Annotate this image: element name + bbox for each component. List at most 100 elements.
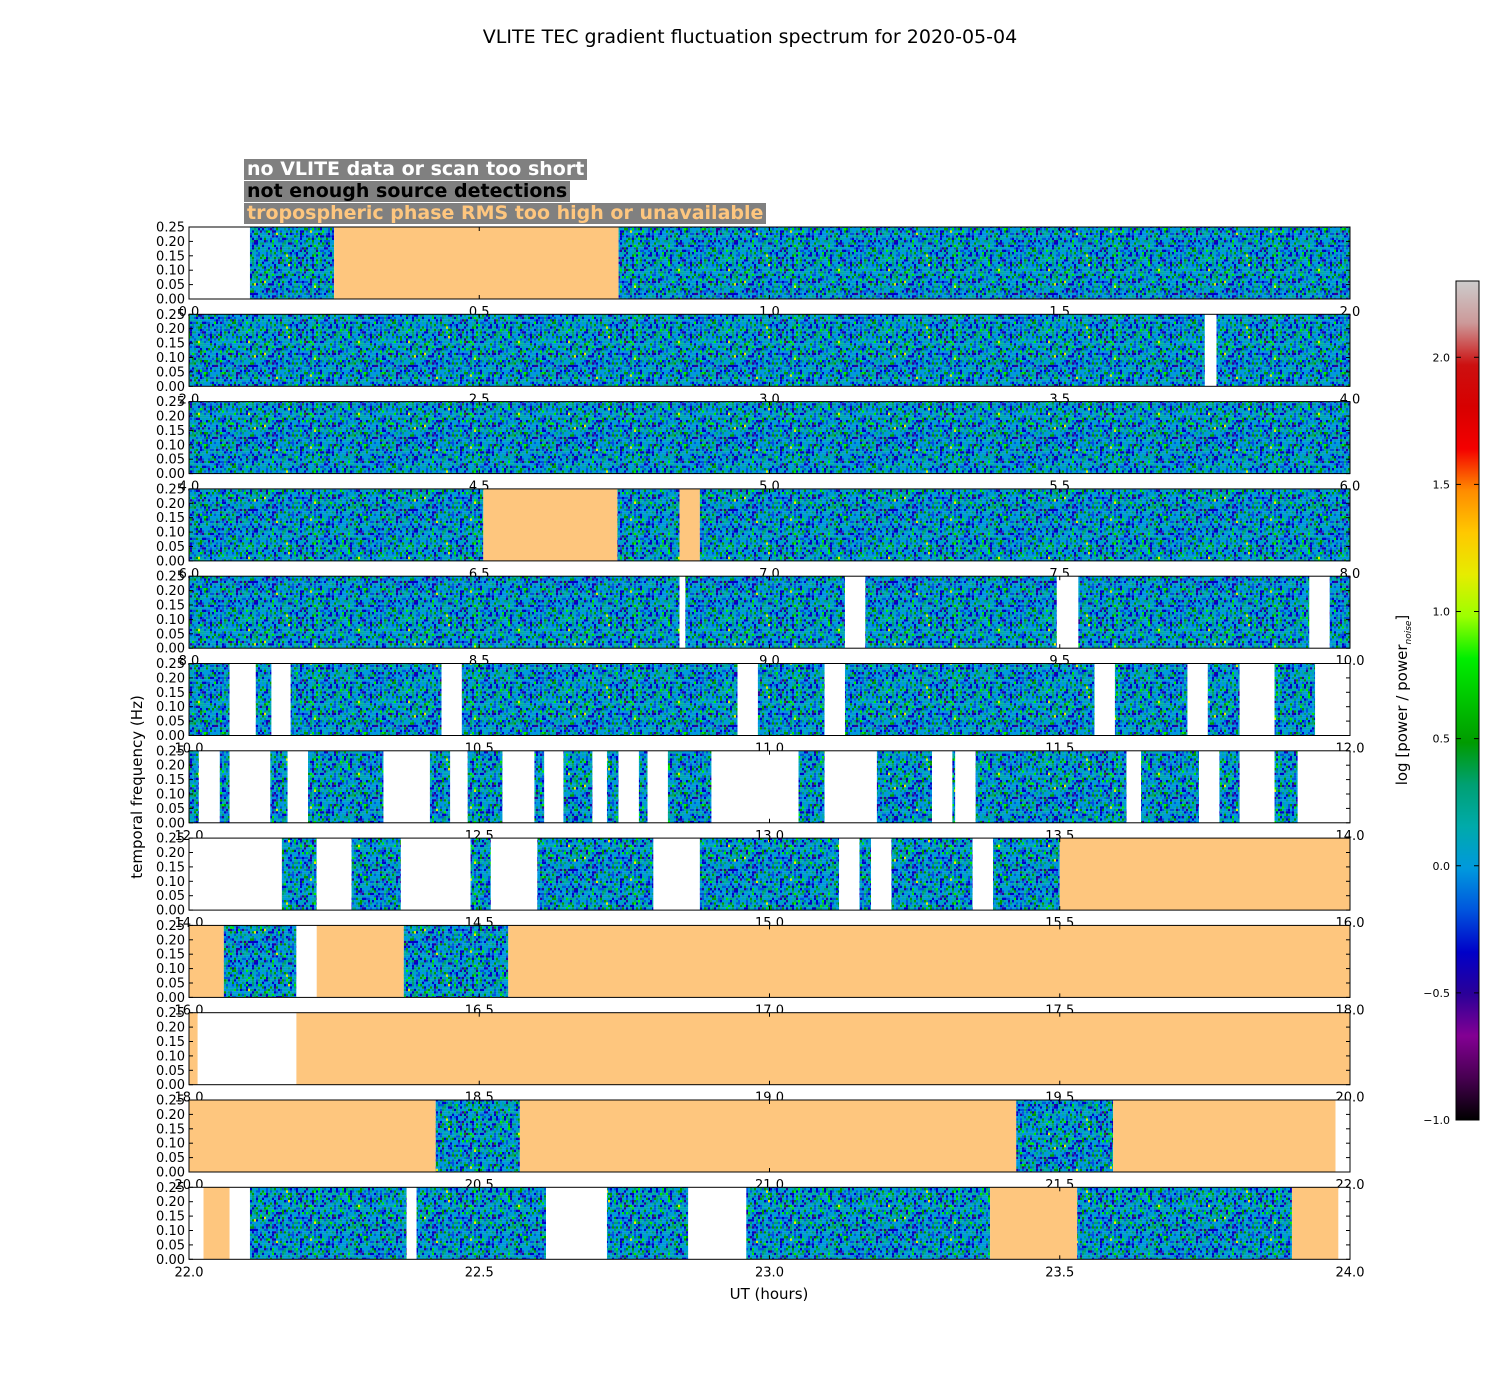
y-tick-label: 0.00: [156, 380, 185, 395]
segment-nodata: [688, 1187, 747, 1260]
legend-detections: not enough source detections: [244, 181, 571, 202]
segment-nodata: [1297, 750, 1350, 823]
y-tick-label: 0.25: [156, 1094, 185, 1109]
y-tick-label: 0.05: [156, 977, 185, 992]
y-tick-label: 0.10: [156, 700, 185, 715]
segment-nodata: [296, 925, 317, 998]
y-tick-label: 0.20: [156, 671, 185, 686]
segment-data: [865, 576, 1057, 649]
segment-data: [667, 750, 712, 823]
y-tick-label: 0.25: [156, 570, 185, 585]
segment-nodata: [679, 576, 686, 649]
y-tick-label: 0.00: [156, 904, 185, 919]
segment-data: [992, 838, 1060, 911]
segment-data: [563, 750, 593, 823]
segment-nodata: [839, 838, 860, 911]
segment-data: [223, 925, 297, 998]
segment-nodata: [871, 838, 892, 911]
segment-nodata: [1126, 750, 1142, 823]
y-tick-label: 0.20: [156, 1108, 185, 1123]
segment-data: [249, 1187, 407, 1260]
y-tick-label: 0.10: [156, 962, 185, 977]
segment-data: [189, 401, 1350, 474]
segment-nodata: [316, 838, 352, 911]
y-tick-label: 0.05: [156, 1238, 185, 1253]
segment-nodata: [544, 750, 564, 823]
y-tick-label: 0.15: [156, 1035, 185, 1050]
segment-data: [699, 488, 1350, 561]
segment-data: [189, 314, 1205, 387]
segment-trop: [189, 1012, 198, 1085]
segment-data: [1274, 663, 1316, 736]
segment-data: [416, 1187, 547, 1260]
segment-data: [975, 750, 1127, 823]
y-tick-label: 0.05: [156, 627, 185, 642]
segment-nodata: [406, 1187, 417, 1260]
panel-4: 0.000.050.100.150.200.258.0 8.5 9.0 9.5 10.0: [156, 570, 1364, 670]
segment-nodata: [287, 750, 308, 823]
segment-nodata: [1239, 750, 1275, 823]
segment-data: [699, 838, 840, 911]
segment-nodata: [653, 838, 700, 911]
segment-nodata: [229, 663, 256, 736]
segment-nodata: [197, 1012, 297, 1085]
segment-data: [255, 663, 272, 736]
segment-data: [1016, 1100, 1114, 1172]
segment-nodata: [618, 750, 639, 823]
y-tick-label: 0.15: [156, 860, 185, 875]
y-tick-label: 0.10: [156, 613, 185, 628]
x-tick-label: 22.0: [175, 1265, 204, 1280]
y-tick-label: 0.20: [156, 933, 185, 948]
y-tick-label: 0.00: [156, 1253, 185, 1268]
y-tick-label: 0.10: [156, 264, 185, 279]
y-tick-label: 0.00: [156, 729, 185, 744]
segment-data: [470, 838, 491, 911]
segment-nodata: [737, 663, 758, 736]
y-tick-label: 0.15: [156, 599, 185, 614]
segment-data: [685, 576, 845, 649]
segment-data: [891, 838, 973, 911]
y-tick-label: 0.20: [156, 759, 185, 774]
segment-nodata: [1309, 576, 1330, 649]
y-tick-label: 0.15: [156, 1210, 185, 1225]
y-tick-label: 0.15: [156, 948, 185, 963]
segment-nodata: [271, 663, 291, 736]
panels: 0.000.050.100.150.200.250.0 0.5 1.0 1.5 2.00…: [156, 221, 1364, 1281]
segment-data: [537, 838, 654, 911]
segment-trop: [296, 1012, 1350, 1085]
segment-trop: [1059, 838, 1350, 911]
segment-trop: [990, 1187, 1078, 1260]
segment-trop: [679, 488, 700, 561]
segment-data: [249, 227, 335, 299]
y-tick-label: 0.25: [156, 832, 185, 847]
y-tick-label: 0.20: [156, 846, 185, 861]
segment-nodata: [1056, 576, 1079, 649]
segment-nodata: [711, 750, 799, 823]
segment-data: [189, 488, 484, 561]
segment-nodata: [450, 750, 468, 823]
segment-data: [1114, 663, 1188, 736]
segment-nodata: [1239, 663, 1275, 736]
y-tick-label: 0.20: [156, 1021, 185, 1036]
segment-data: [876, 750, 933, 823]
y-tick-label: 0.20: [156, 497, 185, 512]
colorbar: −1.0 −0.5 0.0 0.5 1.0 1.5 2.0 log [power / pow…: [1393, 280, 1480, 1127]
y-tick-label: 0.05: [156, 715, 185, 730]
segment-nodata: [844, 576, 866, 649]
segment-trop: [334, 227, 619, 299]
segment-data: [1141, 750, 1200, 823]
colorbar-tick-label: 2.0: [1433, 351, 1451, 364]
y-tick-label: 0.15: [156, 511, 185, 526]
y-tick-label: 0.15: [156, 424, 185, 439]
panel-11: 0.000.050.100.150.200.25 22.0 22.5 23.0 23.5…: [156, 1181, 1364, 1281]
colorbar-tick-label: 0.5: [1433, 733, 1451, 746]
chart-title: VLITE TEC gradient fluctuation spectrum …: [483, 26, 1017, 48]
segment-nodata: [490, 838, 538, 911]
y-tick-label: 0.20: [156, 410, 185, 425]
segment-data: [467, 750, 503, 823]
